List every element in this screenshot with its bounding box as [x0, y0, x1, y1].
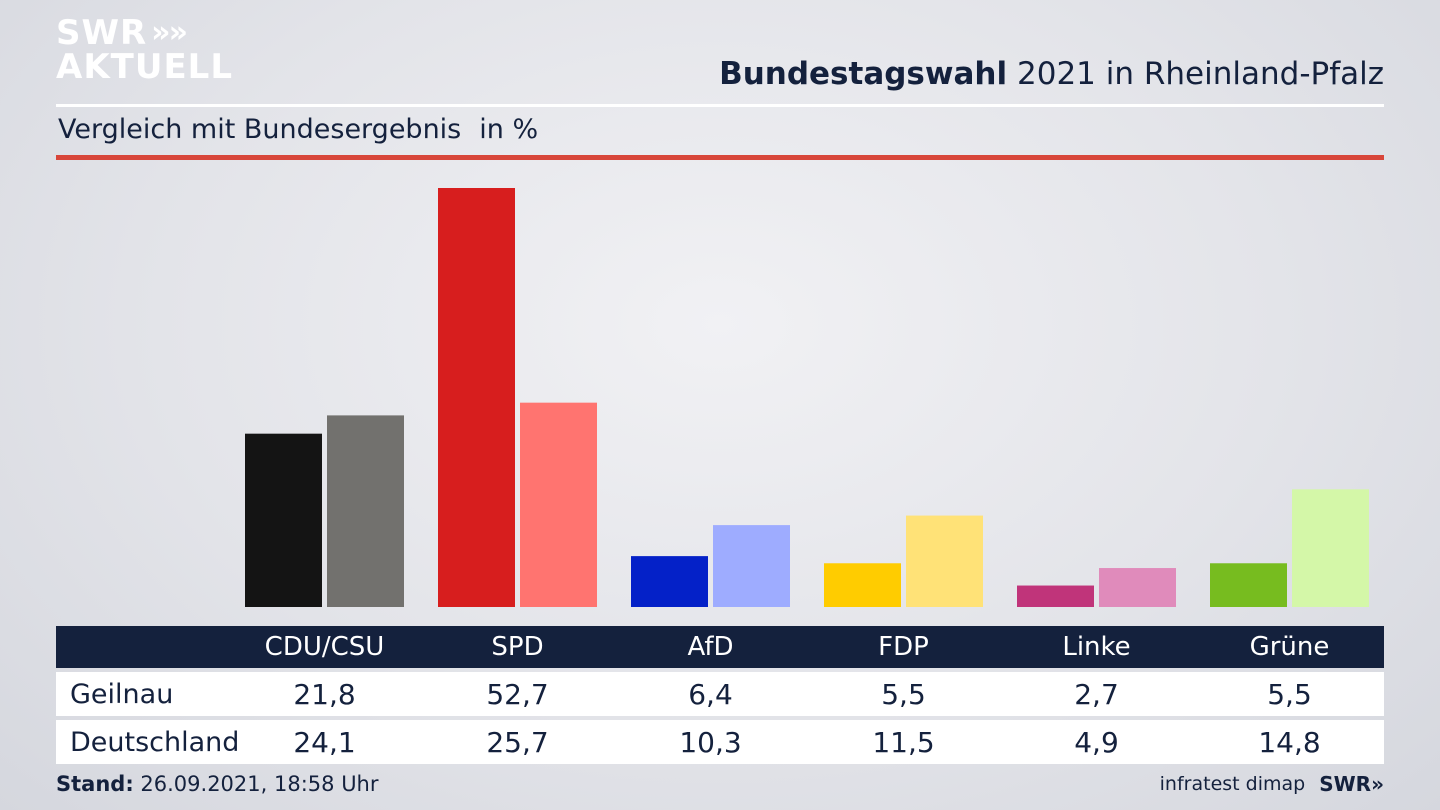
bar-deutschland-linke — [1099, 568, 1176, 607]
accent-divider — [56, 155, 1384, 160]
bar-geilnau-cdu-csu — [245, 433, 322, 607]
value-cell: 5,5 — [1267, 677, 1312, 711]
table-row: Geilnau 21,8 52,7 6,4 5,5 2,7 5,5 — [56, 672, 1384, 716]
stand-value: 26.09.2021, 18:58 Uhr — [140, 772, 379, 796]
value-cell: 6,4 — [688, 677, 733, 711]
stand-label: Stand: — [56, 772, 134, 796]
value-cell: 10,3 — [679, 725, 742, 759]
bar-deutschland-cdu-csu — [327, 415, 404, 607]
table-header: CDU/CSU SPD AfD FDP Linke Grüne — [56, 626, 1384, 668]
column-header: Grüne — [1249, 632, 1330, 662]
title-rest: 2021 in Rheinland-Pfalz — [1017, 56, 1384, 92]
bar-geilnau-spd — [438, 188, 515, 607]
bar-geilnau-linke — [1017, 585, 1094, 607]
page-title: Bundestagswahl 2021 in Rheinland-Pfalz — [719, 56, 1384, 92]
value-cell: 21,8 — [293, 677, 356, 711]
row-label: Geilnau — [70, 678, 174, 710]
subtitle-unit: in % — [479, 114, 539, 145]
table-row: Deutschland 24,1 25,7 10,3 11,5 4,9 14,8 — [56, 720, 1384, 764]
row-label: Deutschland — [70, 726, 240, 758]
bar-deutschland-fdp — [906, 515, 983, 607]
source-credit: infratest dimap SWR» — [1160, 772, 1384, 796]
value-cell: 11,5 — [872, 725, 935, 759]
value-cell: 4,9 — [1074, 725, 1119, 759]
subtitle-text: Vergleich mit Bundesergebnis — [58, 114, 462, 145]
logo-line2: AKTUELL — [56, 47, 234, 87]
title-bold: Bundestagswahl — [719, 56, 1008, 92]
value-cell: 5,5 — [881, 677, 926, 711]
value-cell: 24,1 — [293, 725, 356, 759]
value-cell: 52,7 — [486, 677, 549, 711]
chart-subtitle: Vergleich mit Bundesergebnis in % — [58, 114, 538, 145]
bar-deutschland-afd — [713, 525, 790, 607]
logo-line1: SWR — [56, 13, 148, 53]
column-header: Linke — [1062, 632, 1131, 662]
swr-footer-logo: SWR» — [1319, 772, 1384, 796]
value-cell: 25,7 — [486, 725, 549, 759]
results-table: CDU/CSU SPD AfD FDP Linke Grüne Geilnau 21,8 52… — [56, 626, 1384, 764]
swr-aktuell-logo: SWR»» AKTUELL — [56, 13, 234, 87]
bar-deutschland-gr-ne — [1292, 489, 1369, 607]
bar-deutschland-spd — [520, 402, 597, 607]
value-cell: 2,7 — [1074, 677, 1119, 711]
column-header: AfD — [687, 632, 734, 662]
value-cell: 14,8 — [1258, 725, 1321, 759]
timestamp: Stand: 26.09.2021, 18:58 Uhr — [56, 772, 379, 796]
header-divider — [56, 104, 1384, 107]
bar-geilnau-fdp — [824, 563, 901, 607]
column-header: CDU/CSU — [264, 632, 385, 662]
bar-geilnau-gr-ne — [1210, 563, 1287, 607]
bar-geilnau-afd — [631, 556, 708, 607]
source-text: infratest dimap — [1159, 773, 1306, 795]
column-header: SPD — [491, 632, 544, 662]
column-header: FDP — [878, 632, 929, 662]
